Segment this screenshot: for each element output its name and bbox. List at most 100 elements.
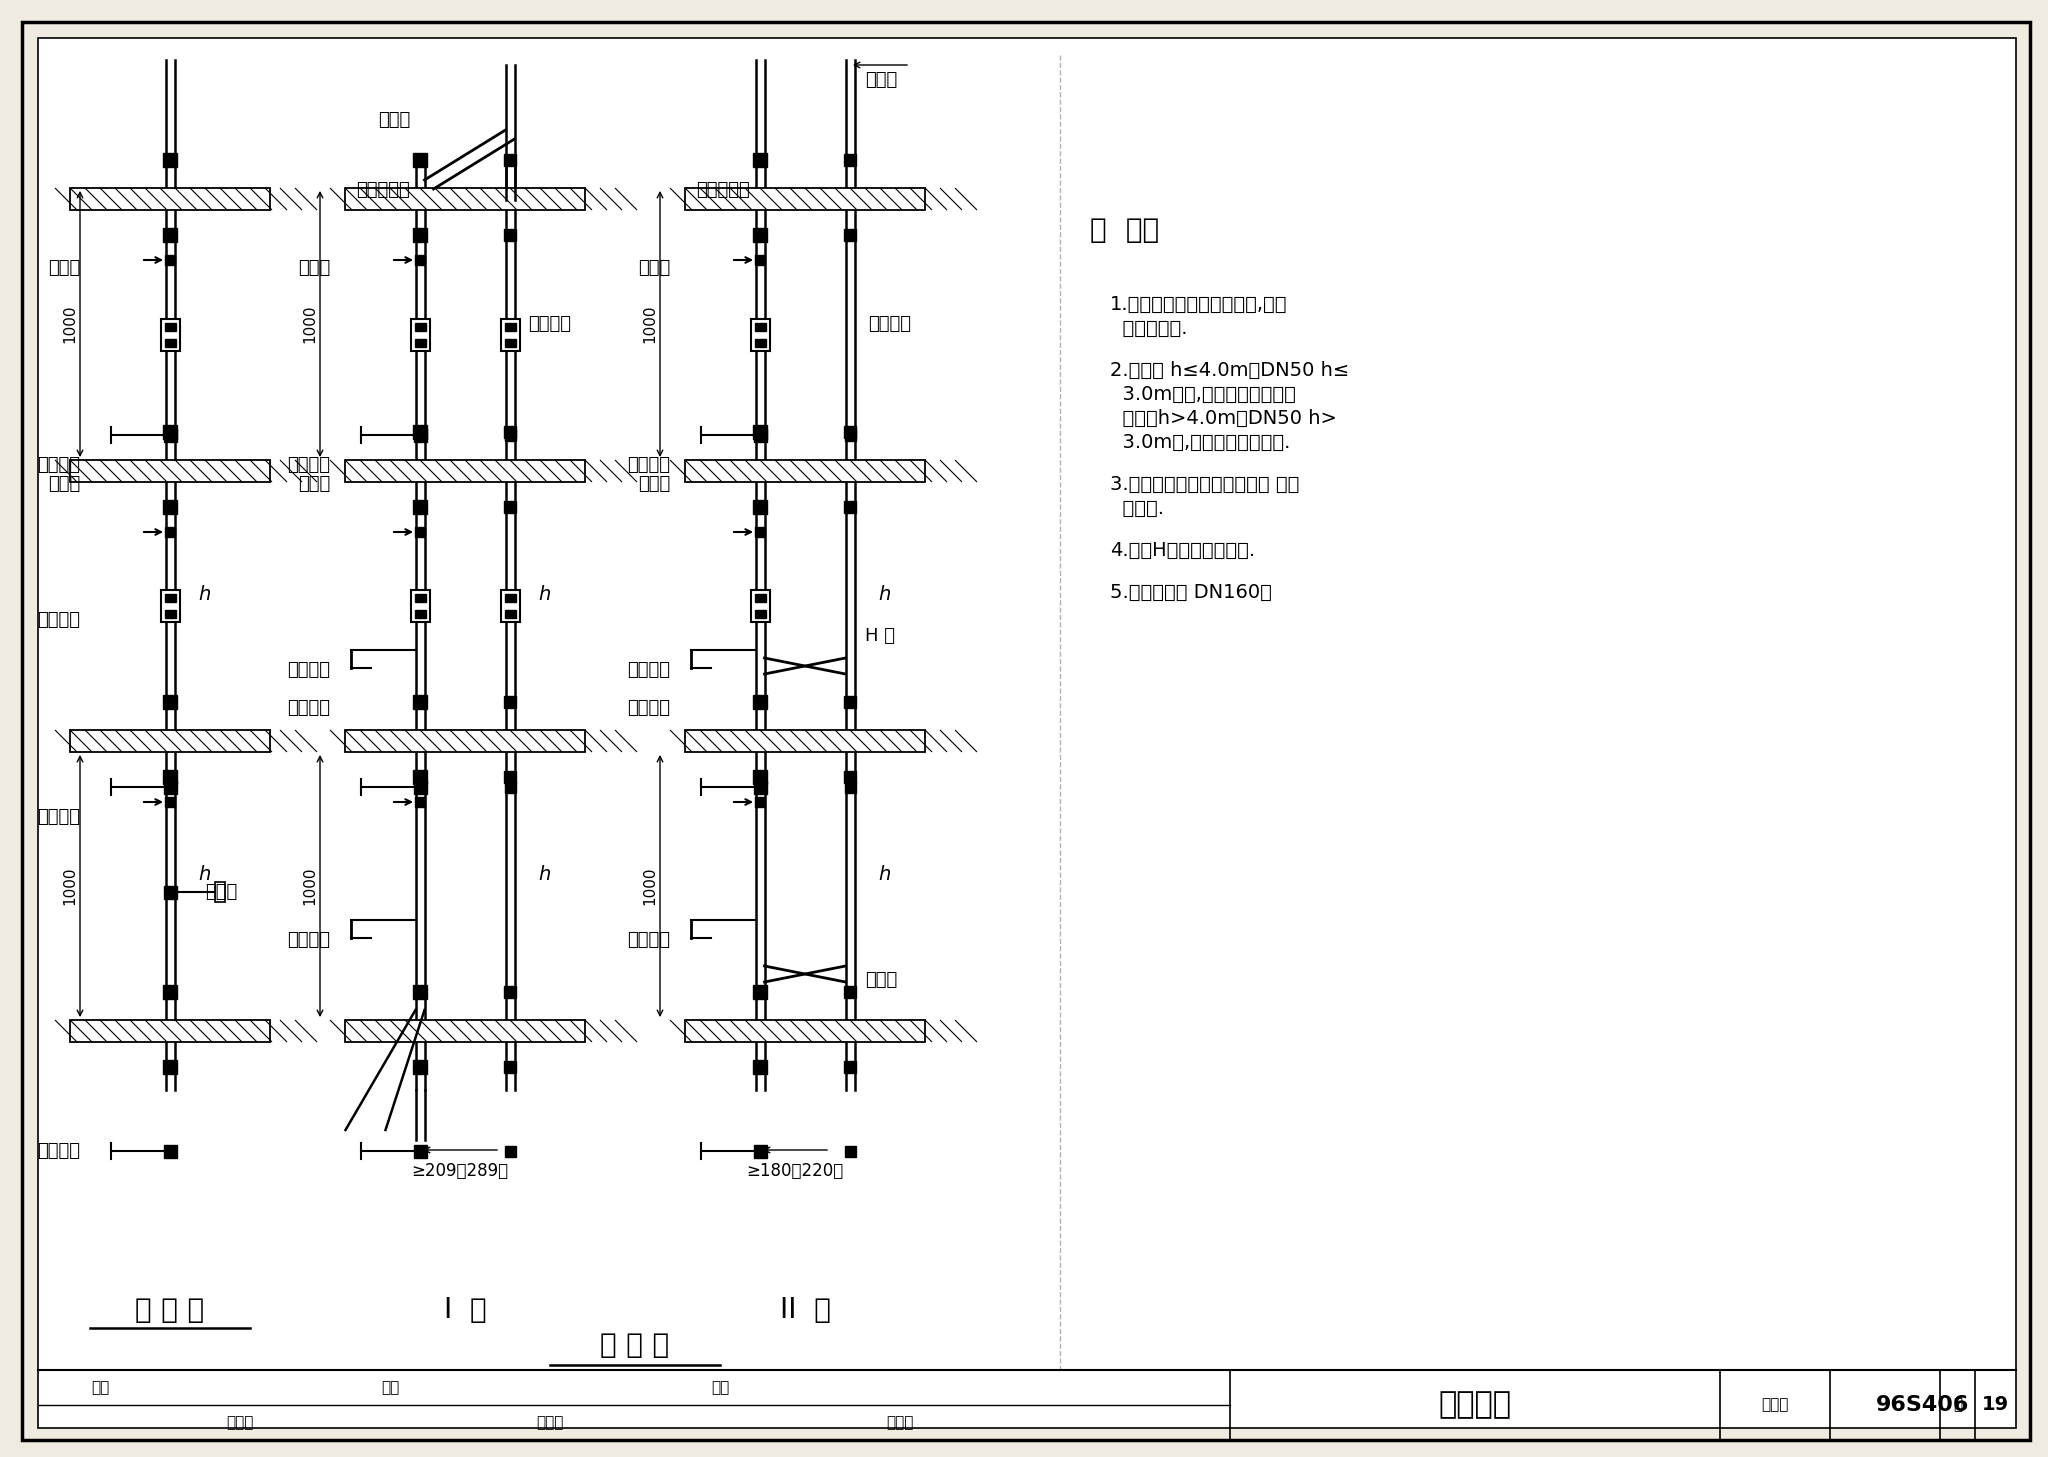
Bar	[164, 428, 176, 441]
Bar	[504, 154, 516, 166]
Bar	[504, 1145, 516, 1157]
Text: 固定支承: 固定支承	[287, 661, 330, 679]
Bar	[754, 500, 768, 514]
Text: 审核: 审核	[90, 1380, 109, 1394]
Text: 支承，h>4.0m（DN50 h>: 支承，h>4.0m（DN50 h>	[1110, 409, 1337, 428]
Bar	[844, 430, 856, 440]
Bar	[166, 527, 174, 538]
Bar	[504, 425, 516, 439]
Text: 者确定.: 者确定.	[1110, 498, 1163, 519]
Bar	[756, 797, 766, 807]
Text: 甘继道: 甘继道	[887, 1415, 913, 1429]
Text: 4.组合H管每三层设一组.: 4.组合H管每三层设一组.	[1110, 541, 1255, 559]
Bar	[844, 771, 856, 782]
Text: 96S406: 96S406	[1876, 1394, 1970, 1415]
Text: 19: 19	[1982, 1396, 2009, 1415]
Text: 滑动支承: 滑动支承	[37, 456, 80, 474]
Text: 滑动支承: 滑动支承	[287, 456, 330, 474]
Bar	[164, 500, 176, 514]
Text: 排水立管: 排水立管	[37, 610, 80, 629]
Bar	[416, 527, 426, 538]
Bar	[500, 319, 520, 351]
Text: 清扫口: 清扫口	[864, 970, 897, 989]
Text: 赵彿南: 赵彿南	[227, 1415, 254, 1429]
Text: 伸缩节: 伸缩节	[297, 475, 330, 492]
Text: 双 立 管: 双 立 管	[600, 1332, 670, 1359]
Bar	[754, 610, 766, 618]
Text: 说  明：: 说 明：	[1090, 216, 1159, 243]
Text: 3.立管检查口在那一层设置由 设计: 3.立管检查口在那一层设置由 设计	[1110, 475, 1298, 494]
Bar	[164, 610, 176, 618]
Bar	[414, 781, 426, 794]
Bar	[414, 500, 426, 514]
Text: 伸顶通气管: 伸顶通气管	[696, 181, 750, 200]
Bar	[164, 1145, 176, 1157]
Bar	[504, 339, 516, 347]
Bar	[410, 590, 430, 622]
Bar	[754, 769, 768, 784]
Bar	[504, 986, 516, 998]
Bar	[754, 695, 768, 710]
Bar	[416, 797, 426, 807]
Text: 伸顶通气管: 伸顶通气管	[356, 181, 410, 200]
Text: 设计: 设计	[711, 1380, 729, 1394]
Bar	[164, 886, 176, 899]
Text: 1000: 1000	[61, 867, 78, 905]
Bar	[344, 730, 586, 752]
Bar	[70, 1020, 270, 1042]
Text: 1000: 1000	[61, 305, 78, 344]
Bar	[414, 594, 426, 602]
Bar	[500, 590, 520, 622]
Text: 排水立管: 排水立管	[287, 699, 330, 717]
Text: I  型: I 型	[444, 1295, 485, 1324]
Bar	[750, 590, 770, 622]
Bar	[70, 188, 270, 210]
Bar	[164, 769, 176, 784]
Bar	[504, 430, 516, 440]
Text: 1.立管穿越楼板处必须加固,按固: 1.立管穿越楼板处必须加固,按固	[1110, 294, 1288, 315]
Bar	[410, 319, 430, 351]
Text: 固定支承: 固定支承	[287, 931, 330, 949]
Bar	[414, 153, 426, 168]
Bar	[160, 590, 180, 622]
Text: 斜三通: 斜三通	[377, 111, 410, 130]
Text: 单 立 管: 单 立 管	[135, 1295, 205, 1324]
Bar	[344, 188, 586, 210]
Text: ≥180（220）: ≥180（220）	[745, 1163, 844, 1180]
Bar	[504, 781, 516, 793]
Bar	[844, 986, 856, 998]
Text: h: h	[879, 865, 891, 884]
Text: 伸缩节: 伸缩节	[47, 259, 80, 277]
Bar	[754, 594, 766, 602]
Text: ≥209（289）: ≥209（289）	[412, 1163, 508, 1180]
Bar	[754, 985, 768, 1000]
Bar	[164, 425, 176, 439]
Bar	[504, 696, 516, 708]
Text: 校对: 校对	[381, 1380, 399, 1394]
Bar	[684, 730, 926, 752]
Bar	[754, 781, 766, 794]
Text: 通气立管: 通气立管	[868, 315, 911, 334]
Text: 3.0m）,需设二个滑动支承.: 3.0m）,需设二个滑动支承.	[1110, 433, 1290, 452]
Bar	[754, 1145, 766, 1157]
Text: H 管: H 管	[864, 627, 895, 645]
Bar	[844, 501, 856, 513]
Text: 清扫口: 清扫口	[864, 71, 897, 89]
Text: 1000: 1000	[641, 867, 657, 905]
Bar	[164, 227, 176, 242]
Text: h: h	[539, 865, 551, 884]
Text: 排水立管: 排水立管	[627, 699, 670, 717]
Text: 图集号: 图集号	[1761, 1397, 1788, 1412]
Text: 滑动支承: 滑动支承	[37, 809, 80, 826]
Bar	[164, 1061, 176, 1074]
Bar	[754, 227, 768, 242]
Bar	[414, 610, 426, 618]
Text: 立管安装: 立管安装	[1438, 1390, 1511, 1419]
Bar	[414, 227, 426, 242]
Bar	[344, 460, 586, 482]
Bar	[164, 323, 176, 331]
Bar	[414, 1145, 426, 1157]
Text: 伸缩节: 伸缩节	[297, 259, 330, 277]
Bar	[504, 610, 516, 618]
Bar	[844, 781, 856, 793]
